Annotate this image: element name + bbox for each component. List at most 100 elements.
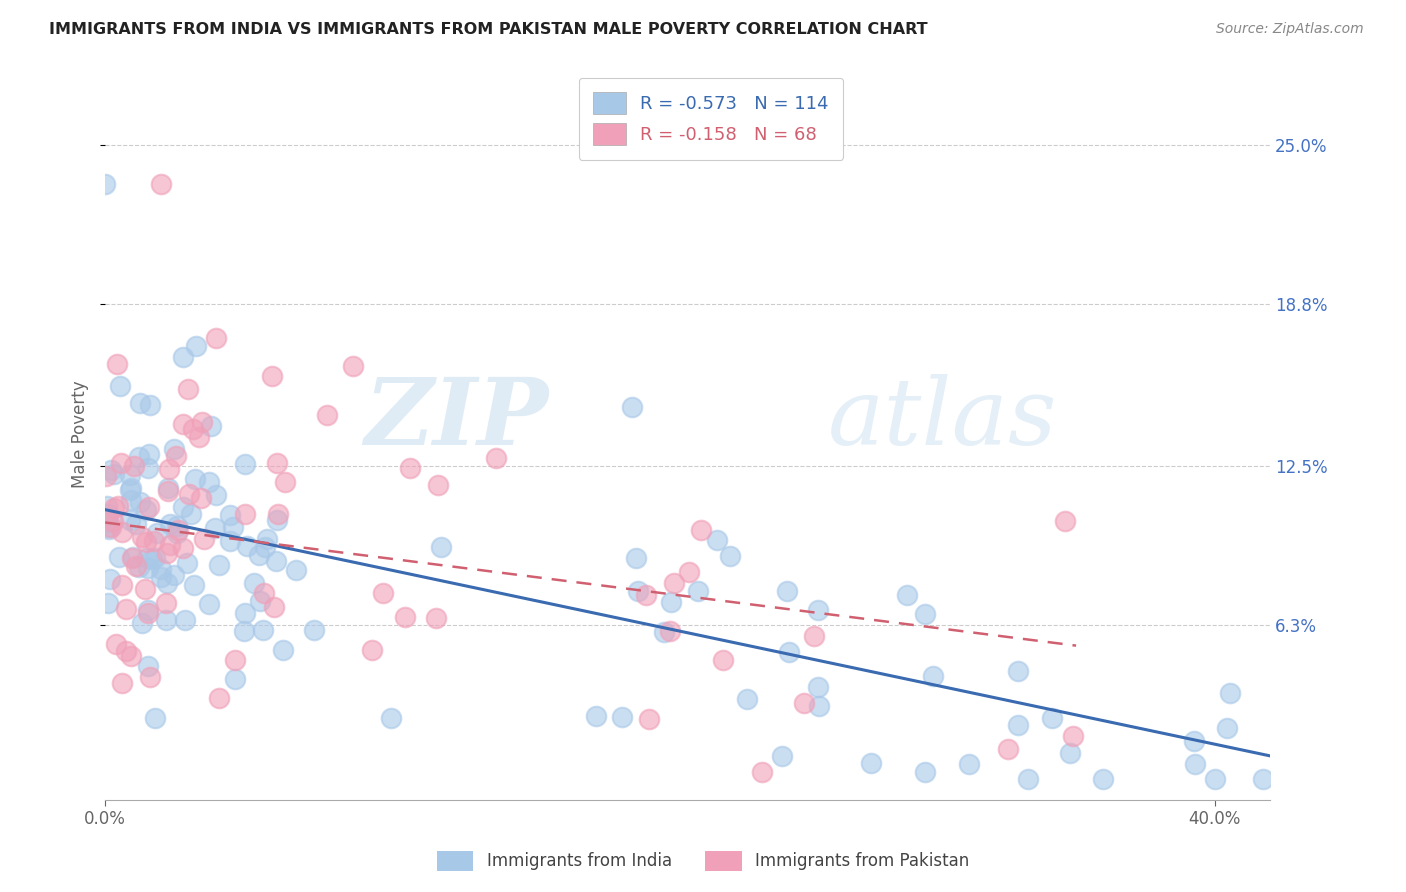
Point bbox=[219, 533, 242, 548]
Point bbox=[128, 495, 150, 509]
Point bbox=[235, 539, 257, 553]
Point bbox=[156, 546, 179, 560]
Point bbox=[198, 597, 221, 611]
Point bbox=[94, 177, 117, 191]
Point bbox=[1040, 711, 1063, 725]
Point bbox=[103, 467, 125, 481]
Point bbox=[110, 456, 132, 470]
Point bbox=[176, 556, 198, 570]
Point bbox=[163, 442, 186, 457]
Point bbox=[373, 585, 395, 599]
Point bbox=[97, 596, 120, 610]
Point bbox=[98, 522, 121, 536]
Point bbox=[136, 606, 159, 620]
Point bbox=[139, 398, 162, 412]
Point bbox=[914, 764, 936, 779]
Point bbox=[134, 582, 156, 596]
Point bbox=[859, 756, 882, 771]
Point bbox=[184, 472, 207, 486]
Point bbox=[159, 538, 181, 552]
Point bbox=[131, 530, 153, 544]
Point bbox=[197, 475, 219, 489]
Point bbox=[274, 475, 297, 490]
Point bbox=[266, 513, 288, 527]
Point bbox=[187, 430, 209, 444]
Point bbox=[103, 501, 125, 516]
Point bbox=[181, 422, 204, 436]
Point bbox=[108, 378, 131, 392]
Point bbox=[96, 499, 118, 513]
Point bbox=[263, 600, 285, 615]
Point bbox=[120, 481, 142, 495]
Point bbox=[1182, 733, 1205, 747]
Point bbox=[120, 649, 142, 664]
Point bbox=[253, 586, 276, 600]
Point bbox=[914, 607, 936, 621]
Text: Source: ZipAtlas.com: Source: ZipAtlas.com bbox=[1216, 22, 1364, 37]
Point bbox=[751, 764, 773, 779]
Point bbox=[105, 357, 128, 371]
Point bbox=[193, 533, 215, 547]
Point bbox=[166, 526, 188, 541]
Point bbox=[233, 507, 256, 521]
Point bbox=[634, 588, 657, 602]
Point bbox=[1218, 686, 1240, 700]
Point bbox=[659, 624, 682, 638]
Point bbox=[394, 609, 416, 624]
Point bbox=[186, 338, 208, 352]
Point bbox=[770, 749, 793, 764]
Point bbox=[100, 463, 122, 477]
Point bbox=[793, 696, 815, 710]
Y-axis label: Male Poverty: Male Poverty bbox=[72, 380, 89, 488]
Point bbox=[180, 507, 202, 521]
Point bbox=[204, 488, 226, 502]
Point bbox=[1017, 772, 1039, 786]
Point bbox=[271, 642, 294, 657]
Point bbox=[662, 576, 685, 591]
Point bbox=[146, 526, 169, 541]
Point bbox=[627, 584, 650, 599]
Point bbox=[122, 459, 145, 474]
Point bbox=[129, 395, 152, 409]
Point bbox=[247, 548, 270, 562]
Point bbox=[219, 508, 242, 523]
Point bbox=[253, 540, 276, 554]
Point bbox=[678, 566, 700, 580]
Point bbox=[107, 500, 129, 514]
Point bbox=[718, 549, 741, 563]
Point bbox=[131, 615, 153, 630]
Point bbox=[125, 517, 148, 532]
Point bbox=[232, 624, 254, 639]
Point bbox=[190, 415, 212, 429]
Point bbox=[256, 532, 278, 546]
Point bbox=[204, 521, 226, 535]
Point bbox=[138, 670, 160, 684]
Point bbox=[138, 447, 160, 461]
Point bbox=[260, 369, 283, 384]
Point bbox=[150, 562, 173, 576]
Point bbox=[100, 519, 122, 533]
Point bbox=[135, 550, 157, 565]
Point bbox=[429, 540, 451, 554]
Text: IMMIGRANTS FROM INDIA VS IMMIGRANTS FROM PAKISTAN MALE POVERTY CORRELATION CHART: IMMIGRANTS FROM INDIA VS IMMIGRANTS FROM… bbox=[49, 22, 928, 37]
Point bbox=[143, 550, 166, 565]
Point bbox=[125, 558, 148, 573]
Point bbox=[1059, 746, 1081, 760]
Point bbox=[284, 563, 307, 577]
Point bbox=[111, 578, 134, 592]
Point bbox=[141, 552, 163, 566]
Point bbox=[172, 500, 194, 514]
Point bbox=[208, 691, 231, 706]
Point bbox=[222, 519, 245, 533]
Point bbox=[775, 584, 797, 599]
Point bbox=[689, 523, 711, 537]
Point bbox=[115, 602, 138, 616]
Point bbox=[208, 558, 231, 572]
Point bbox=[1092, 772, 1115, 786]
Point bbox=[118, 483, 141, 497]
Point bbox=[166, 523, 188, 537]
Point bbox=[97, 515, 120, 529]
Point bbox=[624, 551, 647, 566]
Point bbox=[1007, 718, 1029, 732]
Point bbox=[172, 350, 194, 364]
